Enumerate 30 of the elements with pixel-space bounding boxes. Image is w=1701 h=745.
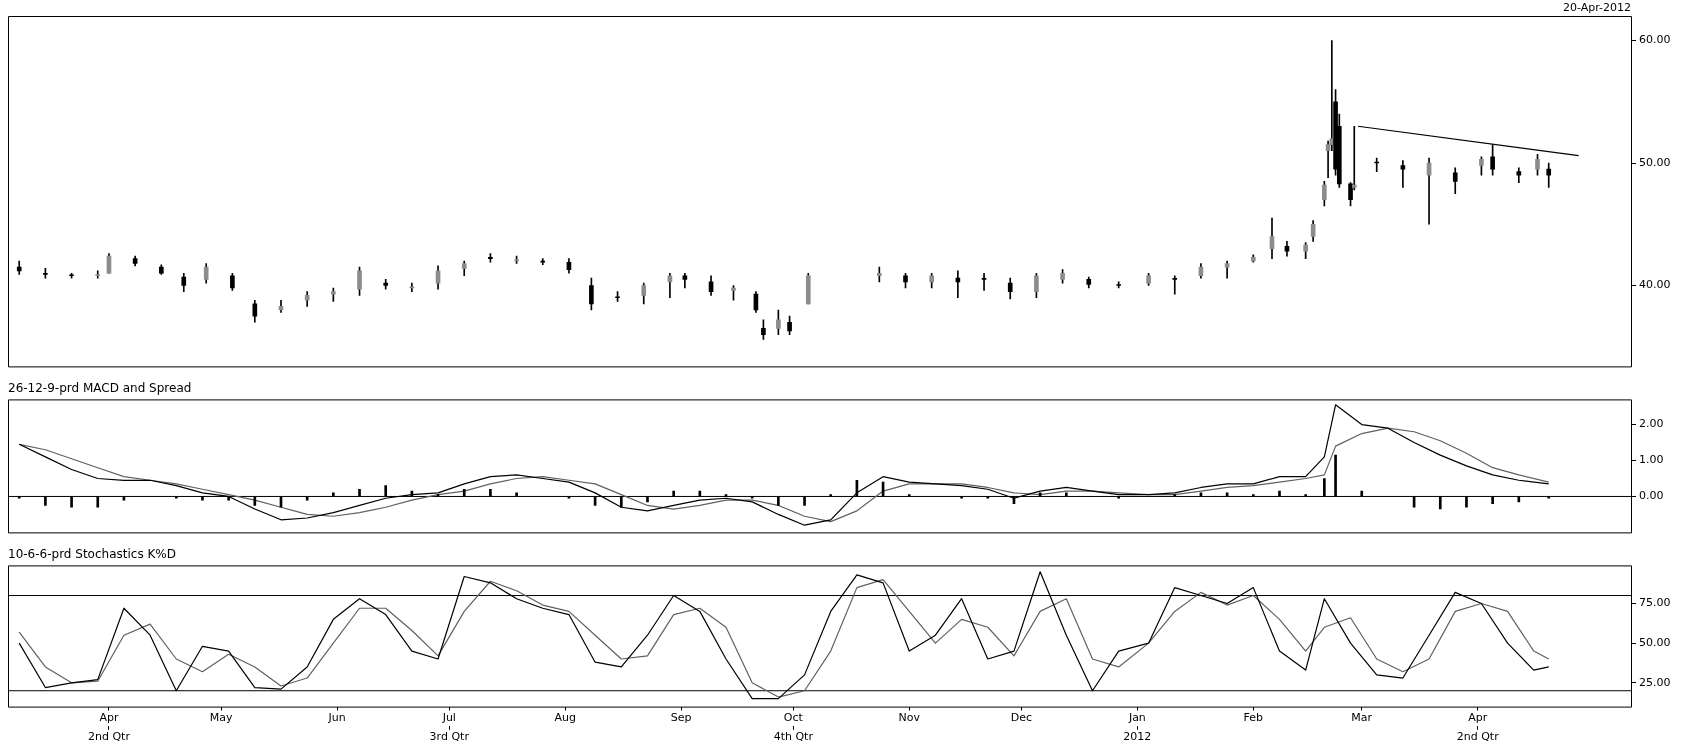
x-tick-label: Aug — [554, 711, 576, 725]
x2-tick-label: 2nd Qtr — [1456, 730, 1500, 744]
chart-title: 26-12-9-prd MACD and Spread — [8, 381, 192, 396]
x-tick-label: Oct — [783, 711, 804, 725]
x2-tick-label: 2nd Qtr — [87, 730, 131, 744]
y-tick-label: 40.00 — [1639, 278, 1671, 292]
y-tick-label: 25.00 — [1639, 675, 1671, 689]
x2-tick-label: 3rd Qtr — [429, 730, 470, 744]
y-tick-label: 50.00 — [1639, 155, 1671, 169]
x-tick-label: Dec — [1010, 711, 1033, 725]
x2-tick-label: 4th Qtr — [773, 730, 814, 744]
x-tick-label: Mar — [1351, 711, 1373, 725]
x-tick-label: Nov — [898, 711, 921, 725]
chart-title: 10-6-6-prd Stochastics K%D — [8, 547, 176, 562]
x-tick-label: Jan — [1127, 711, 1146, 725]
y-tick-label: 75.00 — [1639, 596, 1671, 610]
x-tick-label: Sep — [670, 711, 692, 725]
x-tick-label: Apr — [1468, 711, 1488, 725]
x-tick-label: Jul — [441, 711, 456, 725]
y-tick-label: 0.00 — [1639, 489, 1664, 503]
y-tick-label: 60.00 — [1639, 33, 1671, 47]
x-tick-label: Feb — [1243, 711, 1264, 725]
x2-tick-label: 2012 — [1123, 730, 1152, 744]
text: 20-Apr-2012 — [1562, 1, 1631, 15]
y-tick-label: 2.00 — [1639, 417, 1664, 431]
y-tick-label: 1.00 — [1639, 453, 1664, 467]
y-tick-label: 50.00 — [1639, 636, 1671, 649]
x-tick-label: Jun — [327, 711, 346, 725]
x-tick-label: May — [209, 711, 234, 725]
x-tick-label: Apr — [99, 711, 119, 725]
